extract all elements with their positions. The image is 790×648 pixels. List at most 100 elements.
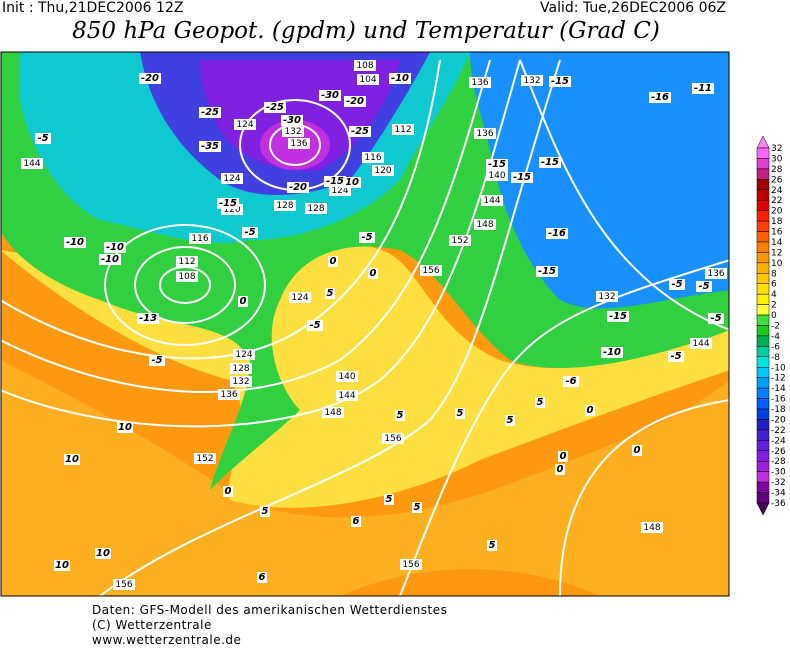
geopotential-label-box [481,195,503,206]
geopotential-label: 140 [338,372,355,382]
colorbar-swatch [756,220,770,232]
temperature-label-box [217,198,239,209]
geopotential-label: 144 [338,391,355,401]
temperature-label: -6 [565,376,576,387]
temperature-label: -5 [309,320,320,331]
temperature-label: -10 [603,347,621,358]
temperature-label-box [368,268,378,279]
temperature-label-box [384,494,394,505]
colorbar-label: 2 [771,301,777,311]
temperature-label-box [535,397,545,408]
temperature-label: -25 [266,102,284,113]
colorbar-label: -8 [771,353,780,363]
temperature-label: -10 [101,254,119,265]
geopotential-label-box [392,124,414,135]
colorbar: 32302826242220181614121086420-2-4-6-8-10… [756,135,786,516]
geopotential-label-box [234,119,256,130]
geopotential-label: 136 [471,78,488,88]
temperature-label-box [359,232,375,243]
temperature-label-box [257,572,267,583]
temperature-label-box [137,313,159,324]
geopotential-label-box [596,291,618,302]
colorbar-swatch [756,314,770,326]
temperature-label: 10 [118,422,132,433]
geopotential-label: 136 [290,139,307,149]
temperature-label-box [260,506,270,517]
colorbar-label: -24 [771,436,786,446]
temperature-label: -10 [106,242,124,253]
temperature-label: 0 [587,405,594,416]
colorbar-label: 30 [771,154,783,164]
colorbar-swatch [756,346,770,358]
colorbar-swatch [756,492,770,504]
colorbar-label: 20 [771,207,783,217]
temperature-label: -5 [244,227,255,238]
temperature-label-box [325,288,335,299]
temperature-label-box [546,228,568,239]
geopotential-label: 128 [276,201,293,211]
temperature-label-box [563,376,579,387]
temperature-label: -11 [694,83,712,94]
colorbar-swatch [756,199,770,211]
geopotential-label: 124 [236,120,253,130]
geopotential-label: 152 [196,454,213,464]
temperature-label: 0 [557,464,564,475]
colorbar-label: 12 [771,248,782,258]
temperature-label-box [264,102,286,113]
temperature-label-box [199,141,221,152]
map-frame [0,51,730,597]
temperature-label-box [242,227,258,238]
temperature-label-box [692,83,714,94]
temperature-label: -13 [139,313,157,324]
temperature-label: 5 [262,506,269,517]
map [0,51,730,597]
colorbar-label: -20 [771,415,786,425]
temperature-label-box [395,410,405,421]
geopotential-label-box [274,200,296,211]
temperature-label-box [307,320,323,331]
colorbar-label: -34 [771,489,786,499]
colorbar-swatch [756,471,770,483]
temperature-label: -5 [710,313,721,324]
map-title: 850 hPa Geopot. (gpdm) und Temperatur (G… [72,18,660,44]
temperature-label: 10 [96,548,110,559]
temperature-label-box [486,159,508,170]
temperature-label: -10 [391,73,409,84]
colorbar-label: 0 [771,311,777,321]
temperature-label-box [549,76,571,87]
colorbar-label: 28 [771,165,783,175]
temperature-label-box [349,126,371,137]
geopotential-label: 116 [364,153,381,163]
temperature-label: -30 [321,90,339,101]
temperature-label: 5 [507,415,514,426]
colorbar-label: -4 [771,332,780,342]
temperature-label: 0 [240,296,247,307]
colorbar-label: -16 [771,395,786,405]
geopotential-label-box [113,579,135,590]
temperature-label-box [669,279,685,290]
geopotential-label-box [336,390,358,401]
colorbar-swatch [756,241,770,253]
temperature-label: 0 [370,268,377,279]
geopotential-label-box [336,371,358,382]
geopotential-label-box [233,349,255,360]
temperature-label: -15 [609,311,627,322]
temperature-label: 5 [397,410,404,421]
temperature-label-box [95,548,111,559]
geopotential-label: 148 [643,523,660,533]
temperature-label-box [696,281,712,292]
geopotential-label-box [474,128,496,139]
geopotential-label-box [469,77,491,88]
colorbar-swatch [756,304,770,316]
geopotential-label: 132 [284,127,301,137]
geopotential-label-box [305,203,327,214]
geopotential-label: 156 [402,560,419,570]
colorbar-swatch [756,450,770,462]
temperature-label-box [601,347,623,358]
temperature-label: 0 [634,445,641,456]
temperature-label: -5 [151,355,162,366]
colorbar-swatch [756,429,770,441]
geopotential-label-box [690,338,712,349]
colorbar-swatch [756,179,770,191]
